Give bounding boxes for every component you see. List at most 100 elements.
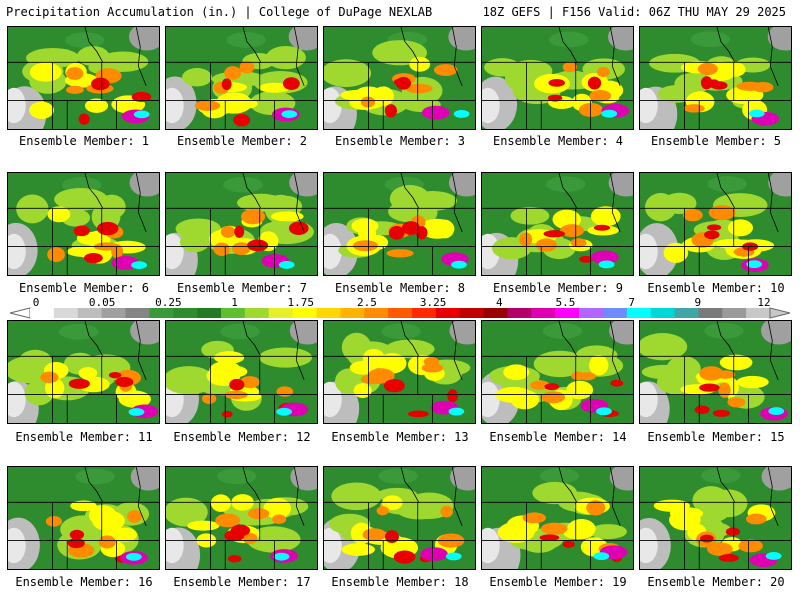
- member-map-1: [7, 26, 160, 130]
- moderate-precip: [194, 100, 221, 111]
- light-precip: [26, 48, 80, 68]
- legend-swatch: [555, 308, 580, 318]
- moderate-precip: [29, 101, 55, 119]
- state-border: [293, 321, 305, 380]
- legend-swatch: [626, 308, 652, 318]
- dry-area: [640, 233, 658, 270]
- dry-area: [640, 87, 658, 124]
- moderate-precip: [112, 527, 138, 542]
- legend-swatch: [30, 308, 55, 318]
- member-label: Ensemble Member: 17: [173, 575, 311, 589]
- heavy-precip: [543, 230, 566, 238]
- moderate-precip: [78, 367, 98, 380]
- moderate-precip: [683, 208, 703, 222]
- moderate-precip: [683, 104, 705, 113]
- heavy-precip: [78, 113, 90, 125]
- heavy-precip: [388, 226, 405, 240]
- legend-value: 12: [757, 296, 771, 309]
- heavy-precip: [704, 230, 720, 240]
- legend-swatch: [340, 308, 365, 318]
- moderate-precip: [535, 238, 557, 252]
- extreme-precip: [133, 110, 150, 119]
- moderate-precip: [272, 514, 287, 525]
- state-border: [84, 173, 104, 209]
- state-border: [767, 27, 779, 86]
- moderate-precip: [566, 380, 594, 400]
- precip-field: [482, 321, 633, 423]
- extreme-precip: [273, 552, 290, 561]
- extreme-precip: [596, 407, 612, 416]
- moderate-precip: [276, 386, 294, 397]
- light-precip: [182, 68, 212, 87]
- light-precip: [644, 337, 683, 358]
- heavy-precip: [725, 527, 741, 536]
- moderate-precip: [708, 205, 736, 221]
- precip-field: [482, 173, 633, 275]
- state-border: [135, 173, 147, 232]
- light-precip: [76, 46, 110, 67]
- legend-swatch: [388, 308, 413, 318]
- legend-arrow-right: [769, 307, 791, 319]
- precip-field: [166, 27, 317, 129]
- moderate-precip: [84, 98, 109, 113]
- dry-area: [324, 233, 342, 270]
- light-precip: [65, 32, 105, 49]
- moderate-precip: [353, 383, 372, 399]
- state-border: [242, 173, 262, 209]
- heavy-precip: [547, 94, 563, 102]
- light-precip: [395, 497, 444, 520]
- heavy-precip: [544, 383, 560, 391]
- member-label: Ensemble Member: 1: [18, 134, 150, 148]
- legend-swatch: [531, 308, 556, 318]
- legend-swatch: [435, 308, 461, 318]
- precip-field: [324, 467, 475, 569]
- extreme-precip: [281, 110, 298, 119]
- precip-field: [8, 173, 159, 275]
- light-precip: [223, 176, 263, 193]
- light-precip: [54, 187, 108, 211]
- dry-area: [289, 173, 317, 197]
- member-map-3: [323, 26, 476, 130]
- moderate-precip: [239, 376, 260, 389]
- header: Precipitation Accumulation (in.) | Colle…: [0, 0, 800, 22]
- heavy-precip: [591, 250, 619, 265]
- moderate-precip: [271, 211, 304, 222]
- state-border: [716, 173, 736, 209]
- state-border: [609, 467, 621, 526]
- legend-swatch: [244, 308, 270, 318]
- legend-value: 5.5: [555, 296, 576, 309]
- legend-value: 3.25: [419, 296, 447, 309]
- member-label: Ensemble Member: 11: [15, 430, 153, 444]
- color-legend: 0 0.05 0.25 1 1.75 2.5 3.25 4 5.5 7 9 12: [0, 296, 800, 320]
- member-map-17: [165, 466, 318, 570]
- light-precip: [220, 323, 260, 340]
- extreme-precip: [748, 109, 765, 118]
- state-border: [558, 321, 578, 357]
- moderate-precip: [126, 510, 142, 523]
- light-precip: [704, 322, 744, 339]
- member-label: Ensemble Member: 9: [492, 281, 624, 295]
- legend-swatch: [77, 308, 103, 318]
- member-map-10: [639, 172, 792, 276]
- legend-value: 0.05: [88, 296, 116, 309]
- light-precip: [378, 468, 418, 484]
- state-border: [400, 27, 420, 63]
- legend-swatch: [173, 308, 198, 318]
- moderate-precip: [519, 232, 533, 247]
- legend-value: 0.25: [155, 296, 182, 309]
- legend-swatch: [197, 308, 222, 318]
- light-precip: [58, 323, 99, 340]
- member-label: Ensemble Member: 16: [15, 575, 153, 589]
- dry-area: [482, 381, 500, 418]
- moderate-precip: [497, 521, 535, 543]
- heavy-precip: [700, 534, 714, 543]
- member-map-7: [165, 172, 318, 276]
- moderate-precip: [503, 364, 530, 381]
- moderate-precip: [66, 67, 84, 80]
- state-border: [84, 321, 104, 357]
- dry-area: [324, 527, 342, 564]
- moderate-precip: [367, 368, 395, 384]
- moderate-precip: [560, 224, 585, 237]
- precip-field: [8, 467, 159, 569]
- state-border: [135, 27, 147, 86]
